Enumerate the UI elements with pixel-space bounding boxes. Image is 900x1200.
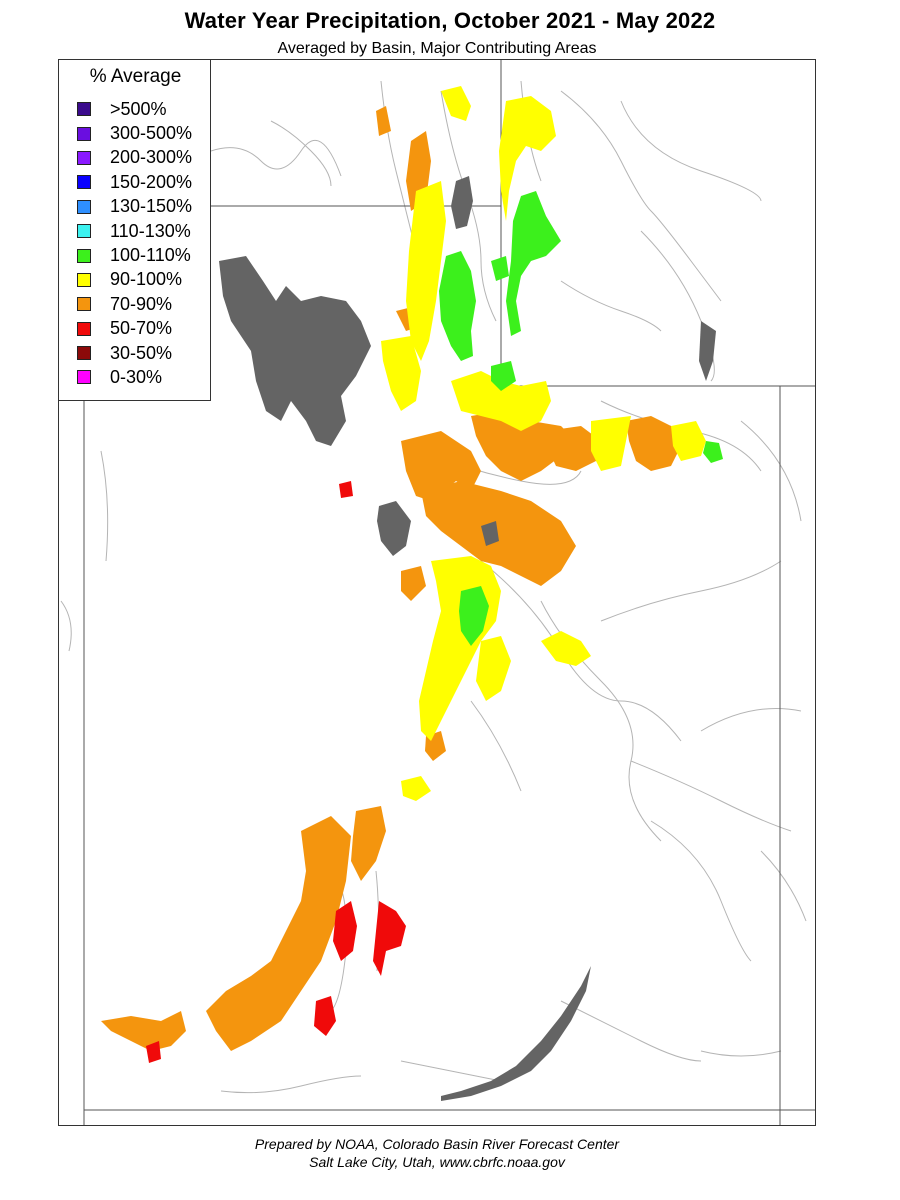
legend-label: 0-30% [110, 366, 163, 387]
legend-swatch [77, 175, 91, 190]
map-area [58, 59, 816, 1126]
region-90-100 [381, 86, 706, 801]
legend-swatch [77, 199, 91, 214]
legend-item: 100-110% [77, 243, 192, 267]
legend-swatch [77, 272, 91, 287]
lakes [219, 176, 716, 1101]
state-boundaries [83, 60, 815, 1125]
flaming-gorge [699, 321, 716, 381]
map-subtitle: Averaged by Basin, Major Contributing Ar… [277, 40, 597, 57]
legend-label: 100-110% [110, 245, 191, 266]
legend-item: 200-300% [77, 146, 192, 170]
legend-item: 90-100% [77, 268, 192, 292]
legend-label: 90-100% [110, 269, 183, 290]
legend-title: % Average [89, 66, 182, 87]
strawberry-reservoir [481, 521, 499, 546]
region-100-110 [439, 191, 723, 646]
great-salt-lake [219, 256, 371, 446]
legend-swatch [77, 224, 91, 239]
legend-label: 150-200% [110, 171, 193, 192]
legend-swatch [77, 321, 91, 336]
legend-item: 70-90% [77, 292, 192, 316]
legend-swatch [77, 248, 91, 263]
legend-item: 150-200% [77, 170, 192, 194]
legend-label: 70-90% [110, 293, 173, 314]
utah-lake [377, 501, 411, 556]
legend-label: 110-130% [110, 220, 191, 241]
legend-item: 50-70% [77, 317, 192, 341]
legend-item: 300-500% [77, 121, 192, 145]
legend-swatch [77, 150, 91, 165]
legend-swatch [77, 346, 91, 361]
region-50-70 [146, 481, 406, 1063]
legend-swatch [77, 126, 91, 141]
legend-item: 110-130% [77, 219, 192, 243]
credit-line-2: Salt Lake City, Utah, www.cbrfc.noaa.gov [309, 1154, 565, 1170]
legend-label: >500% [110, 98, 167, 119]
legend-item: 30-50% [77, 341, 192, 365]
legend-list: >500% 300-500% 200-300% 150-200% 130-150… [77, 97, 192, 390]
region-70-90 [101, 106, 681, 1051]
legend-label: 30-50% [110, 342, 173, 363]
legend-item: 130-150% [77, 195, 192, 219]
legend-swatch [77, 370, 91, 385]
map-title: Water Year Precipitation, October 2021 -… [184, 8, 716, 33]
legend-label: 130-150% [110, 196, 193, 217]
legend-label: 50-70% [110, 318, 173, 339]
credit-line-1: Prepared by NOAA, Colorado Basin River F… [254, 1136, 620, 1152]
legend-item: 0-30% [77, 365, 192, 389]
lake-powell [441, 966, 591, 1101]
legend-swatch [77, 102, 91, 117]
legend-label: 300-500% [110, 123, 193, 144]
bear-lake [451, 176, 473, 229]
legend-label: 200-300% [110, 147, 193, 168]
map-legend: % Average >500% 300-500% 200-300% 150-20… [58, 59, 211, 401]
utah-basin-map [60, 60, 815, 1125]
legend-item: >500% [77, 97, 192, 121]
legend-swatch [77, 297, 91, 312]
